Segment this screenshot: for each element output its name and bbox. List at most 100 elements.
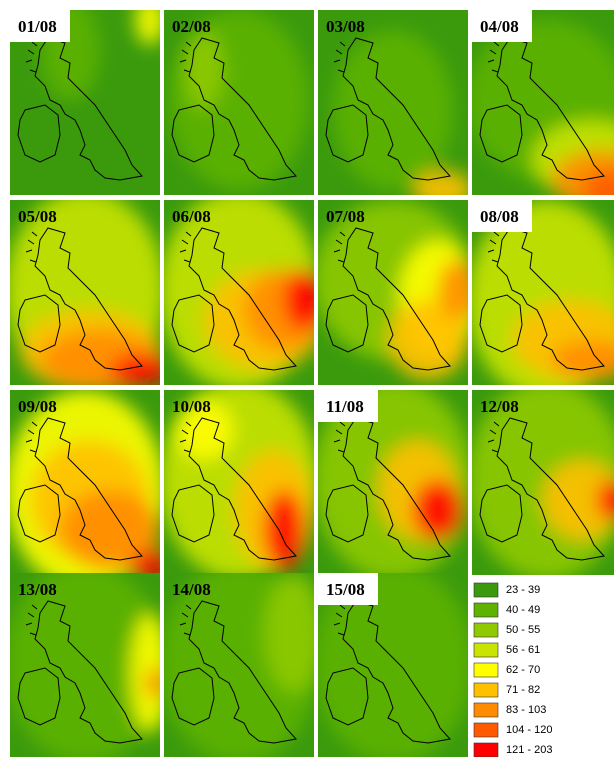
map-field: [164, 390, 314, 575]
concentration-area: [552, 340, 614, 380]
map-panel: 09/08: [10, 390, 160, 575]
coastline: [188, 600, 297, 744]
legend-swatch: [473, 742, 499, 757]
concentration-area: [597, 480, 614, 520]
legend-swatch: [473, 702, 499, 718]
map-field: [318, 10, 468, 195]
panel-label: 13/08: [18, 580, 57, 599]
coastline: [188, 227, 297, 371]
coastline: [325, 484, 369, 543]
concentration-area: [184, 30, 224, 110]
panel-label: 07/08: [326, 207, 365, 226]
legend-label: 40 - 49: [506, 604, 540, 616]
panel-label: 05/08: [18, 207, 57, 226]
panel-label: 09/08: [18, 397, 57, 416]
islands: [487, 421, 500, 453]
map-panel: 06/08: [164, 200, 314, 385]
islands: [25, 604, 38, 636]
coastline: [17, 104, 61, 163]
panel-label: 06/08: [172, 207, 211, 226]
coastline: [34, 600, 143, 744]
coastline: [171, 104, 215, 163]
legend-swatch: [473, 602, 499, 618]
islands: [333, 604, 346, 636]
islands: [333, 41, 346, 73]
map-panel: 13/08: [10, 573, 160, 757]
legend-label: 23 - 39: [506, 584, 540, 596]
panel-label: 02/08: [172, 17, 211, 36]
concentration-field: [318, 390, 468, 575]
label-box: [472, 10, 532, 42]
label-box: [472, 200, 532, 232]
panel-label: 10/08: [172, 397, 211, 416]
concentration-field: [10, 200, 160, 385]
concentration-area: [438, 260, 468, 320]
legend-label: 71 - 82: [506, 684, 540, 696]
map-field: [318, 390, 468, 575]
panel-label: 01/08: [18, 17, 57, 36]
map-panel: 11/08: [318, 390, 468, 575]
panel-label: 11/08: [326, 397, 364, 416]
map-field: [318, 200, 468, 385]
concentration-field: [472, 390, 614, 575]
concentration-field: [169, 10, 309, 190]
legend-swatch: [473, 622, 499, 638]
concentration-area: [169, 10, 309, 190]
coastline: [479, 294, 523, 353]
coastline: [342, 37, 451, 181]
islands: [179, 231, 192, 263]
map-panel: 02/08: [164, 10, 314, 195]
concentration-field: [10, 390, 160, 575]
map-panel: 08/08: [472, 200, 614, 385]
map-panel: 10/08: [164, 390, 314, 575]
map-panel: 14/08: [164, 573, 314, 757]
legend-label: 56 - 61: [506, 644, 540, 656]
islands: [179, 604, 192, 636]
coastline: [342, 227, 451, 371]
concentration-field: [472, 200, 614, 385]
concentration-field: [164, 390, 314, 575]
islands: [179, 41, 192, 73]
panel-label: 14/08: [172, 580, 211, 599]
coastline: [479, 104, 523, 163]
concentration-area: [60, 490, 160, 570]
label-box: [318, 390, 378, 422]
panel-label: 03/08: [326, 17, 365, 36]
coastline: [496, 227, 605, 371]
islands: [487, 41, 500, 73]
panel-label: 04/08: [480, 17, 519, 36]
islands: [25, 421, 38, 453]
concentration-area: [130, 550, 160, 575]
concentration-field: [164, 200, 314, 385]
panel-label: 12/08: [480, 397, 519, 416]
concentration-area: [318, 573, 468, 757]
legend-swatch: [473, 662, 499, 678]
legend-label: 83 - 103: [506, 704, 546, 716]
concentration-field: [10, 573, 160, 757]
coastline: [34, 417, 143, 561]
concentration-area: [147, 668, 160, 698]
map-field: [10, 390, 160, 575]
map-field: [164, 200, 314, 385]
concentration-area: [135, 10, 160, 45]
coastline: [325, 667, 369, 726]
coastline: [325, 104, 369, 163]
legend-swatch: [473, 582, 499, 598]
coastline: [34, 37, 143, 181]
map-panel: 05/08: [10, 200, 160, 385]
concentration-area: [413, 170, 468, 195]
concentration-field: [318, 573, 468, 757]
concentration-area: [333, 30, 453, 190]
concentration-field: [164, 573, 314, 757]
map-field: [164, 573, 314, 757]
coastline: [342, 417, 451, 561]
map-field: [10, 573, 160, 757]
islands: [333, 231, 346, 263]
legend-swatch: [473, 642, 499, 658]
coastline: [496, 417, 605, 561]
legend-label: 50 - 55: [506, 624, 540, 636]
map-field: [10, 200, 160, 385]
coastline: [17, 294, 61, 353]
coastline: [17, 484, 61, 543]
